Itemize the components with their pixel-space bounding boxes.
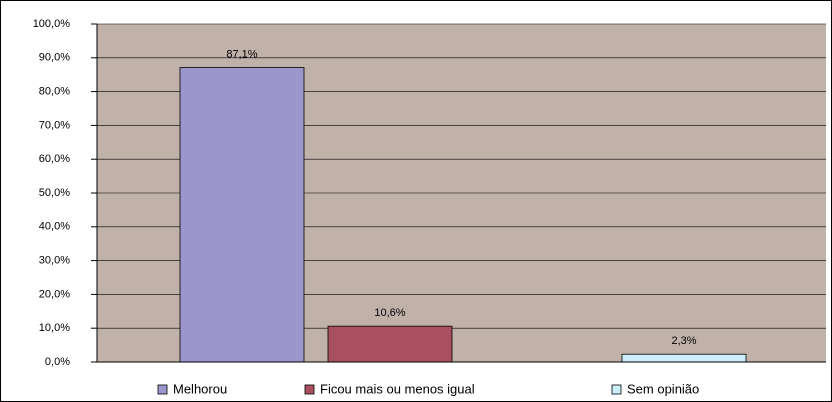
y-tick-label: 100,0%	[33, 18, 71, 30]
legend-swatch	[611, 384, 622, 395]
value-label: 2,3%	[671, 335, 696, 347]
legend-swatch	[157, 384, 168, 395]
y-tick-label: 90,0%	[39, 52, 70, 64]
y-tick-label: 50,0%	[39, 187, 70, 199]
y-tick-label: 60,0%	[39, 153, 70, 165]
legend-swatch	[304, 384, 315, 395]
y-tick-label: 40,0%	[39, 221, 70, 233]
y-tick-label: 80,0%	[39, 86, 70, 98]
bar	[621, 353, 747, 363]
bar	[179, 67, 305, 363]
value-label: 87,1%	[226, 49, 257, 61]
legend-label: Sem opinião	[627, 381, 699, 396]
y-tick-label: 10,0%	[39, 322, 70, 334]
legend-label: Ficou mais ou menos igual	[320, 381, 475, 396]
y-tick-label: 70,0%	[39, 119, 70, 131]
bar	[327, 325, 453, 363]
y-tick-label: 20,0%	[39, 288, 70, 300]
y-tick-label: 0,0%	[45, 356, 70, 368]
legend-label: Melhorou	[173, 381, 227, 396]
value-label: 10,6%	[374, 307, 405, 319]
y-tick-label: 30,0%	[39, 255, 70, 267]
